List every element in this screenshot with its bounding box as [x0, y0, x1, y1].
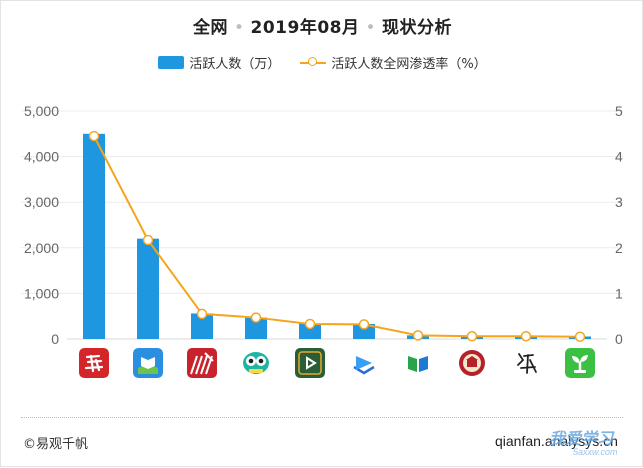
line-point-app8[interactable]	[466, 331, 478, 342]
legend-bar-label: 活跃人数（万）	[189, 57, 281, 72]
y-left-tick-label: 1,000	[24, 285, 59, 301]
line-point-app10[interactable]	[574, 331, 586, 342]
y-right-tick-label: 1	[615, 285, 623, 301]
legend-line-swatch	[300, 56, 327, 69]
bar-app2[interactable]	[137, 238, 159, 339]
y-right-tick-label: 3	[615, 194, 623, 210]
green-sprout-icon	[565, 348, 595, 378]
chart-title: 全网 • 2019年08月 • 现状分析	[1, 13, 643, 38]
footer-divider	[21, 417, 623, 418]
dark-green-play-icon	[295, 348, 325, 378]
xuexitong-red-icon	[79, 348, 109, 378]
blue-play-layers-icon	[349, 348, 379, 378]
line-point-app2[interactable]	[142, 234, 154, 246]
legend-item-line[interactable]: 活跃人数全网渗透率（%）	[300, 53, 487, 72]
y-left-tick-label: 2,000	[24, 240, 59, 256]
bar-app4[interactable]	[245, 317, 267, 339]
y-left-tick-label: 0	[51, 331, 59, 347]
title-subject: 现状分析	[382, 18, 453, 38]
line-point-app9[interactable]	[520, 331, 532, 342]
legend-bar-swatch	[158, 56, 185, 69]
title-period: 2019年08月	[250, 18, 360, 38]
bar-app1[interactable]	[83, 133, 105, 339]
line-point-app7[interactable]	[412, 330, 424, 341]
red-white-stripes-icon	[187, 348, 217, 378]
y-left-tick-label: 3,000	[24, 194, 59, 210]
blue-book-leaf-icon	[133, 348, 163, 378]
y-right-tick-label: 2	[615, 240, 623, 256]
watermark: 我爱学习	[549, 429, 614, 448]
legend-line-label: 活跃人数全网渗透率（%）	[331, 57, 487, 72]
title-scope: 全网	[192, 18, 228, 38]
green-blue-book-icon	[403, 348, 433, 378]
watermark-sub: 5axxw.com	[573, 447, 618, 457]
bar-app3[interactable]	[191, 313, 213, 339]
line-point-app5[interactable]	[304, 318, 316, 330]
title-separator-dot: •	[365, 18, 377, 38]
bar-app5[interactable]	[299, 323, 321, 339]
chart-legend[interactable]: 活跃人数（万） 活跃人数全网渗透率（%）	[1, 53, 643, 72]
y-right-tick-label: 5	[615, 103, 623, 119]
line-point-app3[interactable]	[196, 308, 208, 320]
legend-item-bar[interactable]: 活跃人数（万）	[158, 53, 280, 72]
title-separator-dot: •	[233, 18, 245, 38]
y-right-tick-label: 0	[615, 331, 623, 347]
line-point-app4[interactable]	[250, 312, 262, 323]
bar-app6[interactable]	[353, 323, 375, 339]
y-left-tick-label: 4,000	[24, 149, 59, 165]
owl-face-icon	[241, 348, 271, 378]
source-credit: ©易观千帆	[23, 437, 89, 452]
penetration-line	[93, 135, 581, 338]
source-site: qianfan.analysys.cn	[495, 433, 618, 449]
university-seal-icon	[457, 348, 487, 378]
calligraphy-character-icon	[511, 348, 541, 378]
y-left-tick-label: 5,000	[24, 103, 59, 119]
line-point-app1[interactable]	[88, 130, 100, 142]
y-right-tick-label: 4	[615, 149, 623, 165]
line-point-app6[interactable]	[358, 319, 370, 330]
